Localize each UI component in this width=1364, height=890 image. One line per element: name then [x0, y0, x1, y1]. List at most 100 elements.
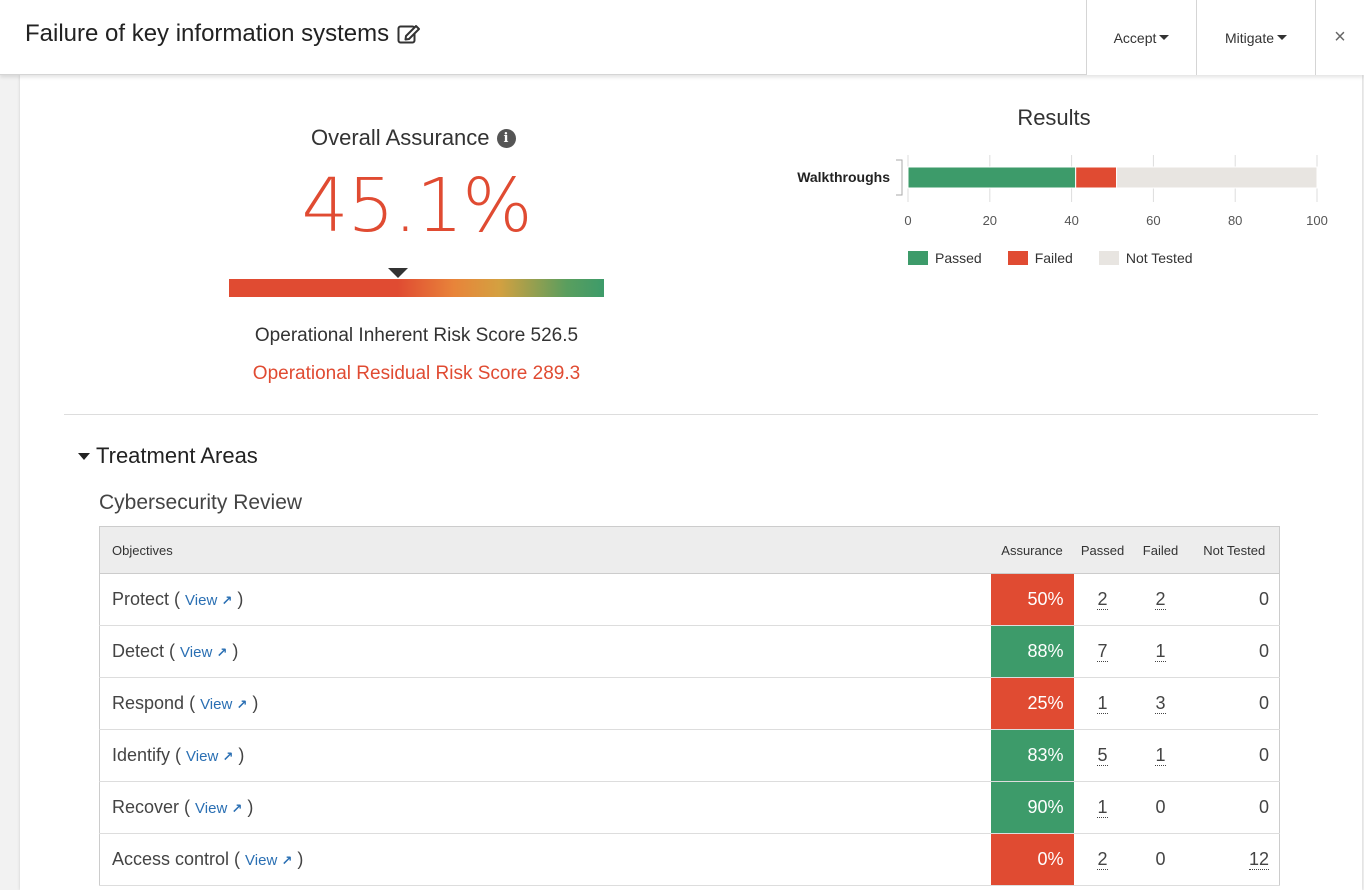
legend-swatch: [1007, 251, 1028, 265]
info-icon[interactable]: i: [496, 128, 516, 148]
objective-name: Protect: [112, 589, 170, 609]
external-link-icon: ↗: [281, 853, 293, 868]
passed-count-link[interactable]: 2: [1097, 849, 1108, 870]
assurance-cell: 83%: [990, 729, 1074, 782]
objective-name: Access control: [112, 849, 230, 869]
legend-swatch: [1098, 251, 1119, 265]
assurance-cell: 90%: [990, 781, 1074, 834]
table-row: Identify ( View ↗ ) 83% 5 1 0: [99, 729, 1280, 782]
category-label: Walkthroughs: [797, 169, 890, 185]
treatment-areas-title: Treatment Areas: [96, 443, 258, 468]
assurance-cell: 50%: [990, 573, 1074, 626]
view-label: View: [195, 800, 228, 817]
not-tested-cell: 0: [1189, 781, 1280, 834]
close-button[interactable]: ×: [1315, 0, 1364, 75]
view-link[interactable]: View ↗: [186, 748, 233, 765]
objective-cell: Access control ( View ↗ ): [99, 833, 991, 886]
table-row: Respond ( View ↗ ) 25% 1 3 0: [99, 677, 1280, 730]
x-tick-label: 40: [1064, 213, 1078, 228]
passed-cell: 2: [1073, 833, 1132, 886]
not-tested-count: 0: [1258, 641, 1269, 661]
legend-label: Not Tested: [1125, 250, 1193, 266]
x-tick-label: 60: [1146, 213, 1160, 228]
results-legend: Passed Failed Not Tested: [908, 250, 1193, 266]
objective-name: Detect: [112, 641, 165, 661]
passed-count-link[interactable]: 2: [1097, 589, 1108, 610]
external-link-icon: ↗: [222, 749, 234, 764]
bar-not-tested[interactable]: [1116, 166, 1318, 189]
overall-assurance-value: 45.1%: [301, 163, 532, 249]
residual-risk-score: Operational Residual Risk Score 289.3: [252, 363, 581, 384]
results-chart-title: Results: [1017, 105, 1091, 130]
view-link[interactable]: View ↗: [185, 592, 232, 609]
page-title-text: Failure of key information systems: [25, 20, 390, 47]
passed-count-link[interactable]: 7: [1097, 641, 1108, 662]
not-tested-cell: 0: [1189, 729, 1280, 782]
table-row: Access control ( View ↗ ) 0% 2 0 12: [99, 833, 1280, 886]
failed-cell: 2: [1131, 573, 1190, 626]
legend-label: Failed: [1034, 250, 1073, 266]
not-tested-count: 0: [1258, 589, 1269, 609]
passed-cell: 5: [1073, 729, 1132, 782]
col-not-tested: Not Tested: [1189, 526, 1280, 574]
view-label: View: [180, 644, 213, 661]
close-icon: ×: [1334, 26, 1346, 48]
failed-count: 0: [1155, 849, 1166, 869]
view-link[interactable]: View ↗: [200, 696, 247, 713]
mitigate-label: Mitigate: [1224, 29, 1275, 46]
table-header-row: Objectives Assurance Passed Failed Not T…: [99, 526, 1280, 574]
view-link[interactable]: View ↗: [180, 644, 227, 661]
inherent-risk-score: Operational Inherent Risk Score 526.5: [254, 325, 579, 346]
overall-assurance-title: Overall Assurance i: [311, 125, 516, 151]
objective-cell: Identify ( View ↗ ): [99, 729, 991, 782]
not-tested-count-link[interactable]: 12: [1248, 849, 1269, 870]
caret-down-icon: [1277, 35, 1288, 40]
col-passed: Passed: [1073, 526, 1132, 574]
legend-label: Passed: [935, 250, 982, 266]
not-tested-count: 0: [1258, 693, 1269, 713]
view-link[interactable]: View ↗: [195, 800, 242, 817]
assurance-gauge-bar: [229, 279, 604, 297]
x-tick-label: 80: [1228, 213, 1242, 228]
caret-down-icon: [78, 452, 90, 460]
passed-cell: 7: [1073, 625, 1132, 678]
objective-cell: Detect ( View ↗ ): [99, 625, 991, 678]
view-link[interactable]: View ↗: [245, 852, 292, 869]
col-assurance: Assurance: [990, 526, 1074, 574]
legend-item[interactable]: Failed: [1007, 250, 1073, 266]
content-panel: Overall Assurance i 45.1% Operational In…: [20, 75, 1362, 890]
failed-count-link[interactable]: 3: [1155, 693, 1166, 714]
legend-item[interactable]: Not Tested: [1098, 250, 1193, 266]
passed-count-link[interactable]: 1: [1097, 797, 1108, 818]
external-link-icon: ↗: [216, 645, 228, 660]
external-link-icon: ↗: [236, 697, 248, 712]
objectives-table: Objectives Assurance Passed Failed Not T…: [99, 526, 1280, 886]
failed-cell: 0: [1131, 833, 1190, 886]
treatment-areas-toggle[interactable]: Treatment Areas: [78, 443, 258, 469]
passed-count-link[interactable]: 5: [1097, 745, 1108, 766]
legend-item[interactable]: Passed: [908, 250, 982, 266]
passed-count-link[interactable]: 1: [1097, 693, 1108, 714]
x-tick-label: 20: [983, 213, 997, 228]
edit-icon[interactable]: [397, 23, 421, 45]
col-objectives: Objectives: [99, 526, 991, 574]
accept-dropdown-button[interactable]: Accept: [1086, 0, 1196, 75]
bar-passed[interactable]: [907, 166, 1077, 189]
failed-count-link[interactable]: 1: [1155, 641, 1166, 662]
assurance-cell: 25%: [990, 677, 1074, 730]
passed-cell: 2: [1073, 573, 1132, 626]
passed-cell: 1: [1073, 677, 1132, 730]
failed-cell: 0: [1131, 781, 1190, 834]
failed-count-link[interactable]: 1: [1155, 745, 1166, 766]
caret-down-icon: [1159, 35, 1170, 40]
col-failed: Failed: [1131, 526, 1190, 574]
failed-count: 0: [1155, 797, 1166, 817]
table-row: Detect ( View ↗ ) 88% 7 1 0: [99, 625, 1280, 678]
mitigate-dropdown-button[interactable]: Mitigate: [1196, 0, 1315, 75]
failed-cell: 1: [1131, 625, 1190, 678]
not-tested-count: 0: [1258, 797, 1269, 817]
view-label: View: [245, 852, 278, 869]
failed-count-link[interactable]: 2: [1155, 589, 1166, 610]
failed-cell: 3: [1131, 677, 1190, 730]
bar-failed[interactable]: [1075, 166, 1118, 189]
